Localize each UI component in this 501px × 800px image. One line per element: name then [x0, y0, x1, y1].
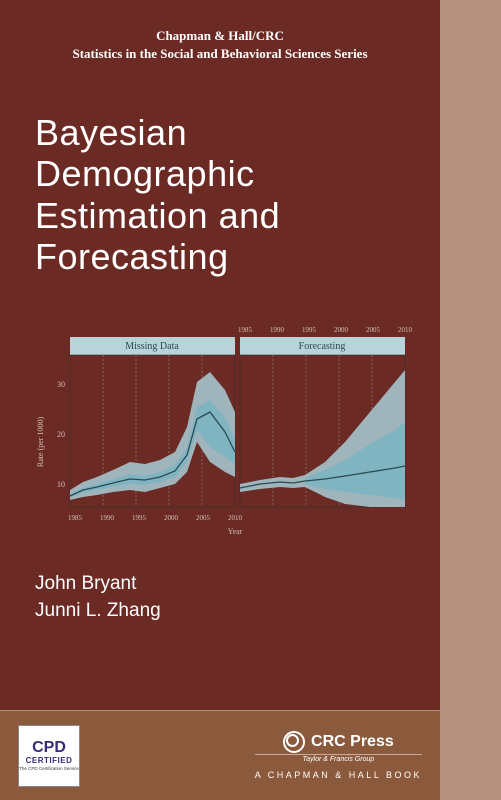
ytick-10: 10: [57, 480, 65, 489]
author-2: Junni L. Zhang: [35, 597, 410, 625]
chart-xlabel: Year: [228, 527, 243, 536]
publisher-block: CRC Press Taylor & Francis Group A CHAPM…: [255, 731, 422, 780]
book-cover: Chapman & Hall/CRC Statistics in the Soc…: [0, 0, 440, 800]
title-line-3: Estimation and: [35, 195, 410, 236]
cpd-badge: CPD CERTIFIED The CPD Certification Serv…: [18, 725, 80, 787]
crc-logo-icon: [283, 731, 305, 753]
chart-svg: Rate (per 1000) 10 20 30 1985 1990 1995 …: [35, 312, 415, 542]
xtick-b-1: 1990: [100, 514, 115, 522]
imprint-text: A CHAPMAN & HALL BOOK: [255, 770, 422, 780]
xtick-b-4: 2005: [196, 514, 211, 522]
authors-block: John Bryant Junni L. Zhang: [0, 542, 440, 625]
xtick-top-3: 2000: [334, 326, 349, 334]
panel2-title: Forecasting: [299, 341, 346, 352]
xtick-top-1: 1990: [270, 326, 285, 334]
series-line-2: Statistics in the Social and Behavioral …: [20, 46, 420, 62]
xtick-top-2: 1995: [302, 326, 317, 334]
xtick-top-5: 2010: [398, 326, 413, 334]
cpd-sub-text: The CPD Certification Service: [19, 767, 79, 772]
author-1: John Bryant: [35, 570, 410, 598]
chart-ylabel: Rate (per 1000): [36, 416, 45, 467]
footer-bar: CPD CERTIFIED The CPD Certification Serv…: [0, 710, 440, 800]
xtick-top-4: 2005: [366, 326, 381, 334]
book-title: Bayesian Demographic Estimation and Fore…: [0, 72, 440, 298]
ytick-30: 30: [57, 380, 65, 389]
cpd-bot-text: CERTIFIED: [26, 756, 73, 765]
series-header: Chapman & Hall/CRC Statistics in the Soc…: [0, 0, 440, 72]
xtick-top-0: 1985: [238, 326, 253, 334]
cpd-top-text: CPD: [32, 740, 66, 756]
xtick-b-5: 2010: [228, 514, 243, 522]
ytick-20: 20: [57, 430, 65, 439]
cover-chart: Rate (per 1000) 10 20 30 1985 1990 1995 …: [35, 312, 415, 542]
taylor-francis-text: Taylor & Francis Group: [255, 754, 422, 763]
crc-press-text: CRC Press: [311, 733, 394, 751]
xtick-b-2: 1995: [132, 514, 147, 522]
title-line-4: Forecasting: [35, 236, 410, 277]
crc-row: CRC Press: [255, 731, 422, 753]
xtick-b-0: 1985: [68, 514, 83, 522]
title-line-2: Demographic: [35, 153, 410, 194]
title-line-1: Bayesian: [35, 112, 410, 153]
panel1-title: Missing Data: [125, 341, 179, 352]
xtick-b-3: 2000: [164, 514, 179, 522]
series-line-1: Chapman & Hall/CRC: [20, 28, 420, 44]
